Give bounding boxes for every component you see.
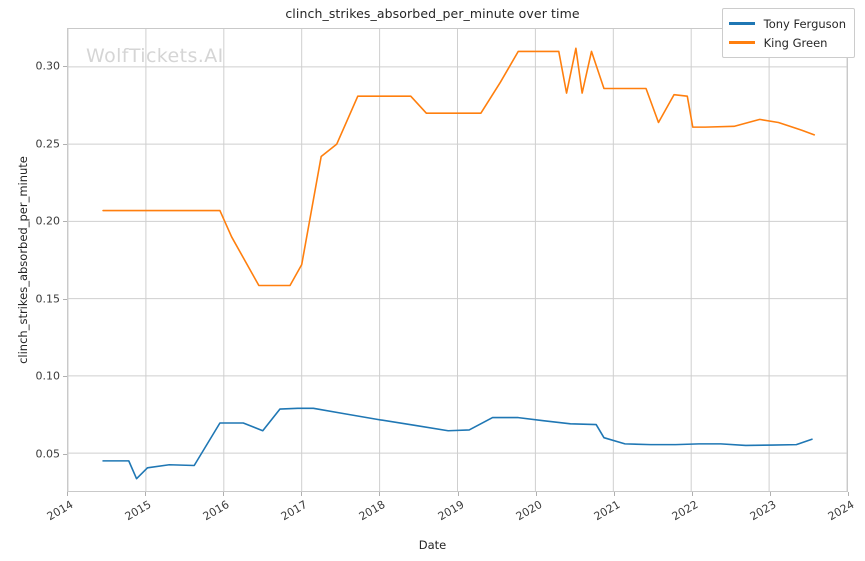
y-tick-mark: [63, 453, 67, 455]
x-tick-label: 2018: [357, 498, 388, 524]
y-tick-label: 0.05: [35, 447, 61, 461]
y-tick-mark: [63, 66, 67, 68]
x-tick-mark: [379, 492, 381, 496]
legend-color-swatch: [728, 22, 755, 25]
y-tick-label: 0.10: [35, 369, 61, 383]
x-tick-mark: [613, 492, 615, 496]
x-tick-label: 2020: [513, 498, 545, 524]
plot-area: WolfTickets.AI: [67, 28, 848, 492]
grid-lines: [68, 29, 847, 491]
x-tick-label: 2014: [44, 498, 76, 524]
x-tick-label: 2021: [591, 498, 623, 524]
legend-color-swatch: [728, 41, 755, 44]
legend-label: Tony Ferguson: [763, 16, 846, 31]
x-tick-mark: [67, 492, 68, 496]
y-tick-label: 0.15: [35, 292, 61, 306]
x-tick-mark: [691, 492, 693, 496]
x-tick-mark: [223, 492, 225, 496]
y-tick-mark: [63, 298, 67, 300]
y-tick-mark: [63, 221, 67, 223]
y-tick-label: 0.20: [35, 214, 61, 228]
page-title: clinch_strikes_absorbed_per_minute over …: [285, 6, 580, 21]
y-tick-label: 0.30: [35, 59, 61, 73]
y-axis-ticks: 0.05 0.10 0.15 0.20 0.25 0.30: [0, 0, 67, 561]
y-tick-label: 0.25: [35, 137, 61, 151]
x-tick-label: 2015: [122, 498, 154, 524]
y-tick-mark: [63, 143, 67, 145]
x-tick-mark: [769, 492, 771, 496]
legend: Tony Ferguson King Green: [721, 8, 855, 58]
x-axis-label: Date: [418, 538, 447, 552]
data-series-lines: [102, 47, 816, 480]
x-tick-mark: [301, 492, 303, 496]
x-tick-label: 2017: [279, 498, 310, 524]
legend-item[interactable]: Tony Ferguson: [728, 14, 846, 33]
legend-item[interactable]: King Green: [728, 33, 846, 52]
x-tick-mark: [848, 492, 849, 496]
x-tick-mark: [535, 492, 537, 496]
legend-label: King Green: [763, 35, 828, 50]
x-tick-label: 2023: [747, 498, 779, 524]
series-line-0: [102, 407, 813, 480]
x-tick-label: 2016: [200, 498, 232, 524]
x-tick-label: 2019: [435, 498, 466, 524]
x-tick-label: 2022: [669, 498, 701, 524]
x-tick-mark: [457, 492, 459, 496]
x-tick-label: 2024: [825, 498, 857, 524]
y-tick-mark: [63, 376, 67, 378]
x-tick-mark: [145, 492, 147, 496]
series-line-1: [102, 47, 816, 287]
